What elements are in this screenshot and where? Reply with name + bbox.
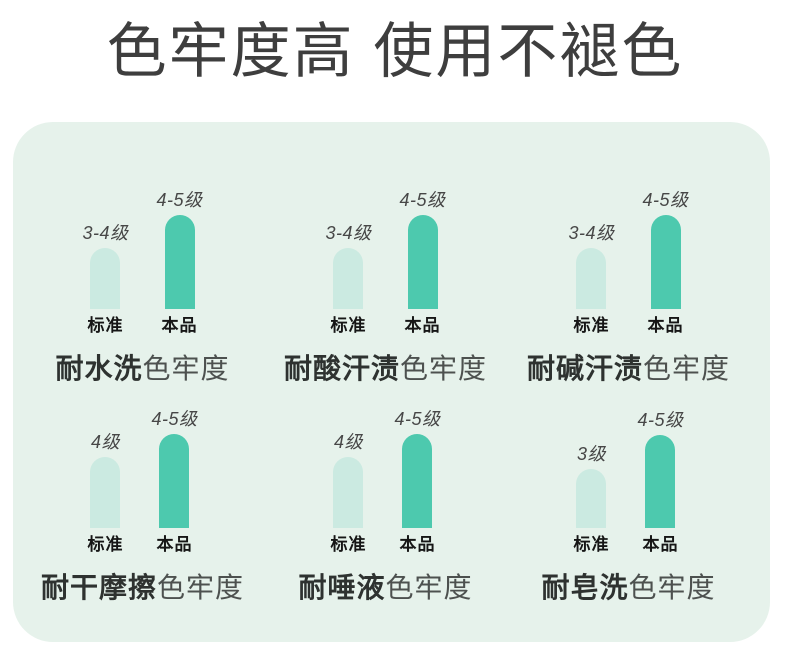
fastness-chart: 3-4级 标准 4-5级 本品 耐碱汗渍色牢度 [507,190,750,385]
product-bar [407,214,438,309]
bar-series-label: 本品 [399,534,436,554]
chart-title-light: 色牢度 [628,572,716,604]
bar-rating-label: 3-4级 [325,223,372,243]
standard-bar [576,468,607,528]
bar-rating-label: 4-5级 [151,409,198,430]
chart-title-strong: 耐唾液 [298,572,386,604]
bar-column: 3-4级标准 [82,223,128,336]
chart-title-strong: 耐碱汗渍 [526,353,643,385]
bar-column: 4级标准 [87,432,123,555]
product-bar [164,214,195,309]
bar-rating-label: 4-5级 [394,409,441,430]
bar-rating-label: 4-5级 [399,190,446,210]
chart-title: 耐干摩擦色牢度 [41,572,244,604]
fastness-chart: 3级 标准 4-5级 本品 耐皂洗色牢度 [507,409,750,604]
bar-column: 4级标准 [330,432,366,555]
bar-column: 4-5级本品 [637,410,683,555]
chart-title-strong: 耐干摩擦 [40,572,157,604]
bar-pair: 4级标准 4-5级本品 [330,409,440,555]
bar-rating-label: 3级 [576,444,606,465]
fastness-chart: 3-4级 标准 4-5级 本品 耐酸汗渍色牢度 [264,190,507,385]
bar-rating-label: 3-4级 [568,223,615,243]
product-bar [159,433,190,528]
chart-title: 耐酸汗渍色牢度 [284,353,487,385]
fastness-chart: 3-4级 标准 4-5级 本品 耐水洗色牢度 [21,190,264,385]
product-bar [650,214,681,309]
bar-series-label: 本品 [156,534,193,554]
standard-bar [90,456,121,528]
product-bar [645,434,676,528]
chart-title: 耐唾液色牢度 [298,572,472,604]
bar-series-label: 标准 [87,534,124,554]
bar-rating-label: 4-5级 [642,190,689,210]
bar-series-label: 本品 [404,315,441,335]
chart-title: 耐皂洗色牢度 [541,572,715,604]
chart-title-light: 色牢度 [157,572,245,604]
standard-bar [576,247,607,309]
product-bar [402,433,433,528]
bar-series-label: 本品 [161,315,198,335]
chart-title-strong: 耐酸汗渍 [283,353,400,385]
bar-series-label: 本品 [647,315,684,335]
bar-rating-label: 4级 [333,432,363,453]
bar-column: 4-5级本品 [151,409,197,555]
chart-title: 耐水洗色牢度 [55,353,229,385]
bar-rating-label: 4级 [90,432,120,453]
bar-series-label: 标准 [87,315,124,335]
bar-series-label: 标准 [330,315,367,335]
bar-column: 3-4级标准 [568,223,614,336]
chart-title-strong: 耐水洗 [55,353,143,385]
chart-title-strong: 耐皂洗 [541,572,629,604]
bar-pair: 3级标准 4-5级本品 [573,410,683,555]
fastness-chart: 4级标准 4-5级本品耐干摩擦色牢度 [21,409,264,604]
bar-column: 3级标准 [573,444,609,555]
chart-title: 耐碱汗渍色牢度 [527,353,730,385]
bar-series-label: 标准 [573,534,610,554]
bar-column: 4-5级本品 [394,409,440,555]
bar-rating-label: 3-4级 [82,223,129,243]
bar-series-label: 标准 [573,315,610,335]
bar-rating-label: 4-5级 [156,190,203,210]
bar-pair: 4级标准 4-5级本品 [87,409,197,555]
bar-series-label: 本品 [642,534,679,554]
chart-title-light: 色牢度 [385,572,473,604]
bar-column: 3-4级标准 [325,223,371,336]
chart-title-light: 色牢度 [643,353,731,385]
charts-grid: 3-4级 标准 4-5级 本品 耐水洗色牢度 3-4级 标准 4-5级 本品 耐酸汗渍色牢度 3-4… [13,122,770,605]
page-title: 色牢度高 使用不褪色 [106,18,684,85]
bar-series-label: 标准 [330,534,367,554]
bar-column: 4-5级本品 [643,190,689,336]
bar-column: 4-5级本品 [157,190,203,336]
chart-title-light: 色牢度 [142,353,230,385]
standard-bar [333,456,364,528]
standard-bar [333,247,364,309]
bar-pair: 3-4级标准 4-5级本品 [82,190,202,336]
fastness-panel: 3-4级 标准 4-5级 本品 耐水洗色牢度 3-4级 标准 4-5级 本品 耐酸汗渍色牢度 3-4… [13,122,770,642]
chart-title-light: 色牢度 [400,353,488,385]
bar-rating-label: 4-5级 [637,410,684,431]
bar-column: 4-5级本品 [400,190,446,336]
standard-bar [90,247,121,309]
fastness-chart: 4级 标准 4-5级 本品 耐唾液色牢度 [264,409,507,604]
bar-pair: 3-4级标准 4-5级本品 [325,190,445,336]
bar-pair: 3-4级标准 4-5级本品 [568,190,688,336]
